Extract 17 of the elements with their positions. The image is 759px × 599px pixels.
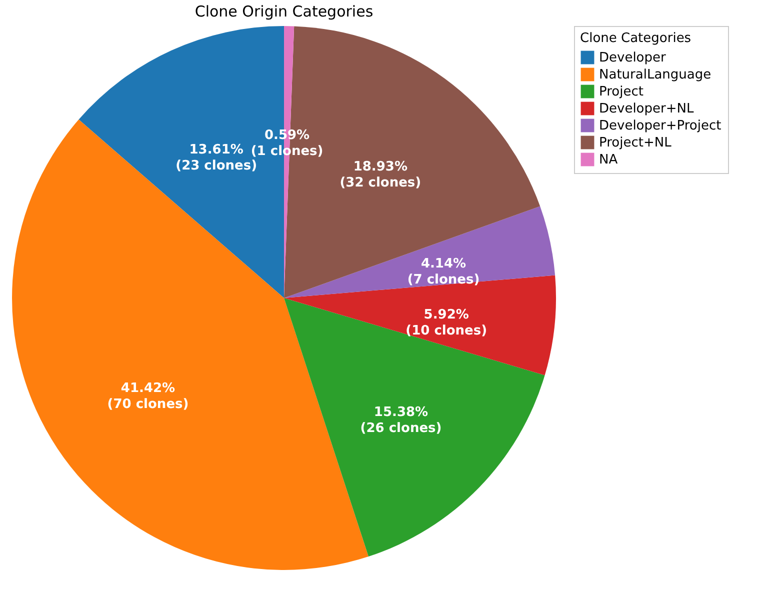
legend-label: NaturalLanguage <box>599 68 712 82</box>
data-label: 18.93% (32 clones) <box>340 159 422 190</box>
legend-title: Clone Categories <box>580 31 692 46</box>
data-label: 5.92% (10 clones) <box>406 308 488 339</box>
legend-label: NA <box>599 152 618 168</box>
pie-slice <box>284 275 556 376</box>
chart-title: Clone Origin Categories <box>194 2 374 20</box>
legend-label: Developer <box>599 50 667 66</box>
legend-label: Developer+NL <box>599 102 694 116</box>
data-label: 4.14% (7 clones) <box>407 256 480 288</box>
legend-label: Developer+Project <box>599 118 722 134</box>
pie-slice <box>284 206 556 298</box>
legend-label: Project <box>599 84 644 100</box>
legend-label: Project+NL <box>599 136 672 150</box>
data-label: 15.38% (26 clones) <box>360 404 442 436</box>
pie-slice <box>284 298 545 557</box>
data-label: 41.42% (70 clones) <box>107 381 189 412</box>
